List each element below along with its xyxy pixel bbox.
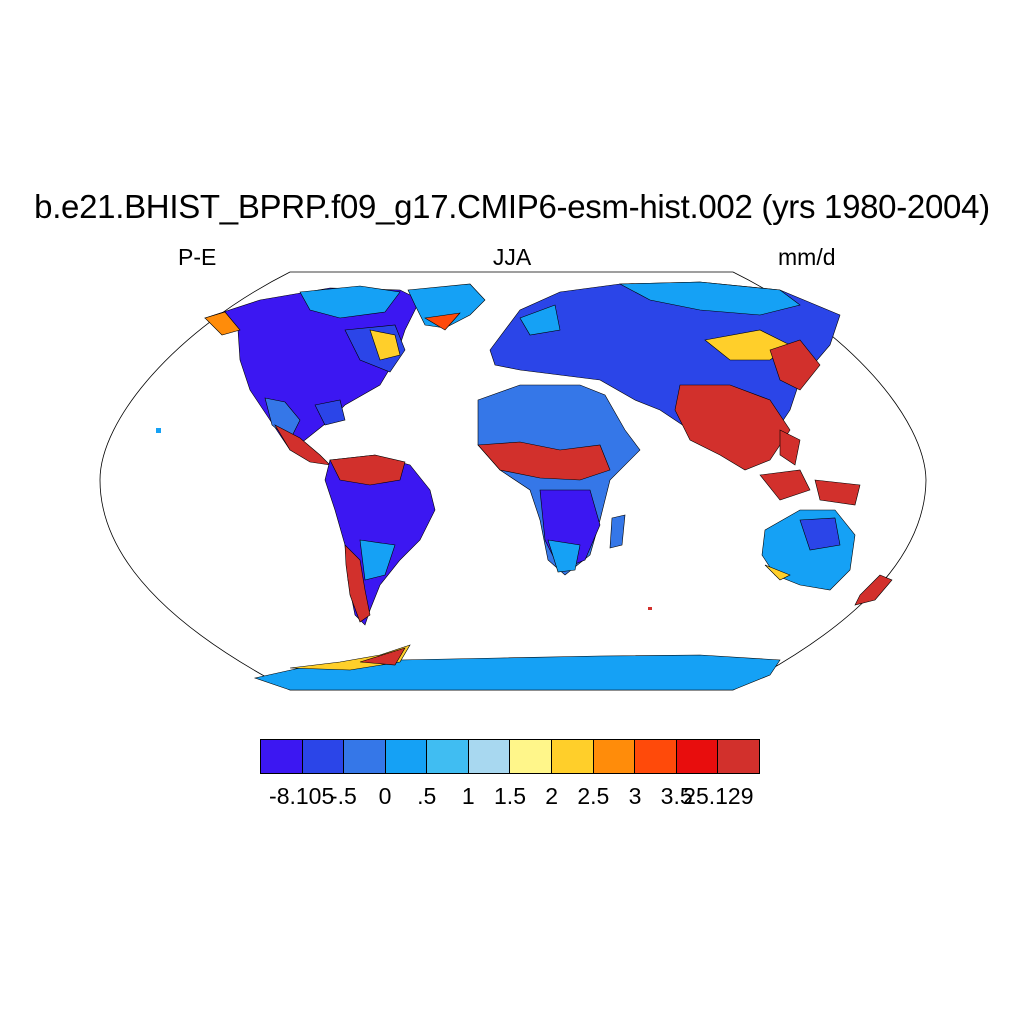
- colorbar-labels: -8.105 -.5 0 .5 1 1.5 2 2.5 3 3.5 25.129: [0, 783, 1024, 813]
- units-label: mm/d: [778, 244, 836, 270]
- madagascar: [609, 514, 626, 549]
- australia: [761, 509, 856, 591]
- greenland: [407, 283, 486, 331]
- eurasia: [489, 281, 841, 471]
- colorbar-box: [427, 740, 469, 773]
- colorbar-tick-label: 2.5: [577, 783, 610, 809]
- colorbar-tick-label: 3.5: [660, 783, 693, 809]
- north-america: [204, 285, 421, 466]
- colorbar: [260, 739, 760, 774]
- new-zealand: [854, 574, 893, 606]
- colorbar-tick-label: 1: [461, 783, 475, 809]
- island-kerguelen: [648, 607, 652, 610]
- colorbar-box: [552, 740, 594, 773]
- colorbar-tick-label: -.5: [329, 783, 357, 809]
- plot-title: b.e21.BHIST_BPRP.f09_g17.CMIP6-esm-hist.…: [34, 188, 990, 225]
- colorbar-tick-label: -8.105: [269, 783, 335, 809]
- colorbar-box: [344, 740, 386, 773]
- colorbar-box: [510, 740, 553, 773]
- colorbar-tick-label: 1.5: [494, 783, 526, 809]
- maritime-asia: [759, 429, 861, 506]
- colorbar-box: [676, 740, 719, 773]
- colorbar-tick-label: 0: [378, 783, 392, 809]
- colorbar-box: [718, 740, 759, 773]
- colorbar-box: [261, 740, 303, 773]
- colorbar-tick-label: 3: [628, 783, 642, 809]
- colorbar-box: [593, 740, 636, 773]
- colorbar-box: [302, 740, 345, 773]
- variable-label: P-E: [178, 244, 217, 270]
- colorbar-tick-label: 25.129: [683, 783, 754, 809]
- colorbar-tick-label: 2: [545, 783, 559, 809]
- colorbar-box: [468, 740, 511, 773]
- south-america: [324, 454, 436, 626]
- colorbar-tick-label: .5: [417, 783, 437, 809]
- antarctica: [253, 644, 781, 691]
- season-label: JJA: [492, 244, 532, 270]
- colorbar-box: [385, 740, 428, 773]
- island-hawaii: [156, 428, 161, 433]
- colorbar-box: [635, 740, 677, 773]
- africa: [477, 384, 641, 576]
